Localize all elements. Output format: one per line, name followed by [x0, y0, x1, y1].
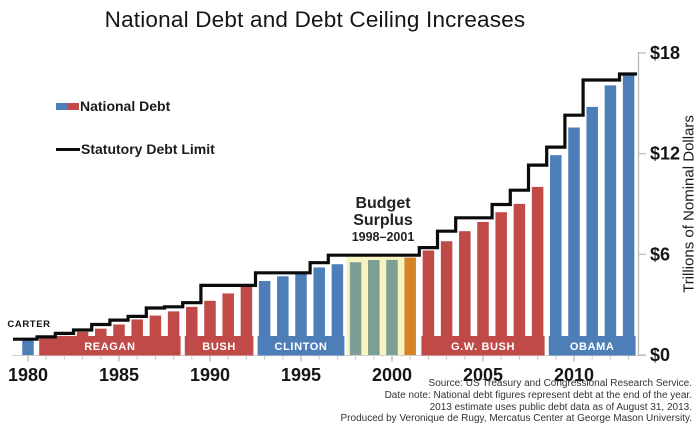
legend: National Debt Statutory Debt Limit	[56, 98, 215, 157]
annotation-line-2: Surplus	[353, 212, 413, 229]
swatch-blue-half	[56, 102, 68, 110]
era-label-reagan: REAGAN	[84, 341, 135, 353]
source-line-2: Date note: National debt figures represe…	[384, 389, 692, 401]
legend-label-debt-limit: Statutory Debt Limit	[81, 141, 215, 157]
bar-1992	[240, 286, 253, 355]
legend-item-national-debt: National Debt	[56, 98, 215, 114]
bar-2011	[586, 106, 598, 356]
bar-1989	[186, 306, 198, 355]
bar-1994	[277, 276, 289, 355]
annotation-range: 1998–2001	[351, 230, 415, 244]
y-tick-label-0: $0	[650, 345, 670, 365]
bar-1988	[167, 311, 180, 355]
bar-2004	[459, 231, 471, 355]
era-label-bush: BUSH	[202, 341, 236, 353]
x-tick-label-2000: 2000	[372, 365, 412, 385]
x-tick-label-2005: 2005	[463, 365, 503, 385]
x-tick-label-1980: 1980	[8, 365, 48, 385]
source-line-4: Produced by Veronique de Rugy, Mercatus …	[340, 413, 692, 425]
debt-limit-line	[13, 72, 637, 341]
era-label-g-w-bush: G.W. BUSH	[451, 341, 515, 353]
era-label-carter: CARTER	[7, 319, 50, 330]
y-tick-label-6: $6	[650, 244, 670, 264]
bar-1998	[349, 262, 362, 355]
legend-label-national-debt: National Debt	[80, 98, 171, 114]
source-line-3: 2013 estimate uses public debt data as o…	[429, 401, 692, 413]
era-band-clinton	[257, 336, 345, 356]
budget-surplus-annotation: Budget Surplus 1998–2001	[313, 195, 453, 245]
y-tick-label-18: $18	[650, 43, 680, 63]
national-debt-swatch-icon	[56, 102, 79, 110]
bar-2007	[513, 203, 526, 355]
bar-2013	[622, 74, 635, 355]
bar-2012	[604, 85, 617, 356]
x-tick-label-2010: 2010	[554, 365, 594, 385]
bar-1997	[331, 264, 344, 355]
bar-2006	[495, 212, 507, 355]
era-label-obama: OBAMA	[570, 341, 615, 353]
era-band-g-w-bush	[421, 336, 545, 356]
y-tick-label-12: $12	[650, 144, 680, 164]
legend-item-debt-limit: Statutory Debt Limit	[56, 141, 215, 157]
bar-1990	[204, 300, 216, 355]
x-tick-label-1985: 1985	[99, 365, 139, 385]
x-tick-label-1990: 1990	[190, 365, 230, 385]
source-note: Source: US Treasury and Congressional Re…	[341, 378, 692, 425]
bar-1995	[295, 271, 307, 355]
era-band-bush	[184, 336, 254, 356]
bar-1996	[313, 267, 325, 355]
bar-2003	[440, 241, 453, 355]
bar-2009	[550, 155, 562, 355]
bar-1993	[258, 281, 271, 355]
bar-2008	[531, 186, 544, 355]
bar-1980	[22, 339, 34, 355]
era-label-clinton: CLINTON	[275, 341, 328, 353]
bar-2000	[386, 259, 398, 355]
y-axis-title: Trillions of Nominal Dollars	[680, 115, 698, 293]
bar-1991	[222, 293, 234, 355]
x-tick-label-1995: 1995	[281, 365, 321, 385]
era-band-reagan	[39, 336, 181, 356]
annotation-line-1: Budget	[355, 195, 411, 212]
bar-2001	[404, 257, 416, 355]
source-line-1: Source: US Treasury and Congressional Re…	[428, 378, 692, 389]
swatch-red-half	[67, 102, 79, 110]
bar-2002	[422, 250, 435, 355]
era-band-obama	[548, 336, 636, 356]
bar-2005	[477, 221, 489, 355]
bar-2010	[568, 127, 580, 355]
bar-1999	[368, 260, 380, 355]
bar-1987	[149, 315, 162, 355]
chart-title: National Debt and Debt Ceiling Increases	[104, 7, 526, 32]
debt-limit-line-swatch-icon	[56, 147, 80, 151]
